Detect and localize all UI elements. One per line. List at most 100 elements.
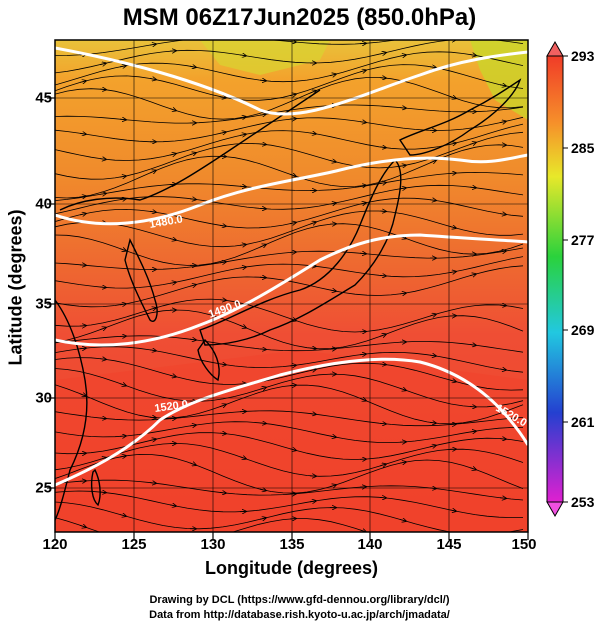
wind-arrow (429, 314, 436, 316)
wind-arrow (189, 153, 196, 155)
colorbar-tick-label: 261 (571, 414, 595, 430)
x-tick-label: 145 (436, 536, 462, 553)
wind-arrow (379, 53, 386, 54)
wind-arrow (399, 388, 406, 390)
wind-arrow (239, 134, 246, 135)
wind-arrow (289, 222, 296, 223)
y-axis-label: Latitude (degrees) (5, 209, 26, 366)
wind-arrow (379, 464, 386, 466)
wind-arrow (309, 369, 316, 370)
y-tick-label: 45 (35, 89, 52, 107)
wind-arrow (309, 501, 316, 502)
wind-arrow (469, 187, 476, 188)
streamline (55, 501, 524, 532)
streamline (55, 223, 524, 266)
wind-arrow (499, 305, 506, 306)
wind-arrow (429, 200, 436, 201)
wind-arrow (309, 91, 316, 94)
wind-arrow (189, 339, 196, 340)
wind-arrow (169, 239, 176, 241)
wind-arrow (239, 384, 246, 385)
streamline (55, 442, 524, 477)
wind-arrow (429, 355, 436, 356)
wind-arrow (150, 545, 156, 546)
wind-arrow (79, 481, 86, 482)
wind-arrow (169, 375, 176, 377)
contour-lines (55, 46, 528, 487)
wind-arrow (219, 364, 226, 365)
wind-arrow (259, 518, 266, 520)
wind-arrow (219, 97, 226, 98)
china-coast (55, 299, 88, 521)
wind-arrow (79, 265, 86, 266)
wind-arrow (149, 170, 156, 173)
wind-arrow (79, 394, 86, 396)
wind-arrow (289, 119, 296, 120)
wind-arrow (379, 497, 386, 498)
wind-arrow (219, 132, 226, 133)
wind-arrow (429, 160, 436, 163)
wind-arrow (79, 326, 86, 327)
streamline (55, 265, 524, 308)
wind-arrow (499, 121, 506, 122)
wind-arrow (259, 349, 266, 350)
wind-arrow (239, 55, 246, 56)
korea-coast (124, 237, 158, 322)
wind-arrow (469, 55, 476, 56)
wind-arrow (289, 385, 296, 386)
wind-arrow (259, 114, 266, 115)
wind-arrow (399, 55, 406, 56)
colorbar-tick-label: 293 (571, 48, 595, 64)
mainland-coast (59, 89, 321, 211)
wind-arrow (399, 108, 406, 109)
streamline (55, 131, 524, 180)
wind-arrow (119, 249, 126, 251)
wind-arrow (239, 457, 246, 459)
wind-arrow (469, 345, 476, 346)
wind-arrow (289, 174, 296, 176)
wind-arrow (239, 267, 246, 268)
wind-arrow (99, 63, 106, 64)
wind-arrow (359, 70, 366, 72)
streamline (55, 64, 524, 101)
wind-arrow (99, 89, 106, 90)
wind-arrow (359, 253, 366, 254)
wind-arrow (329, 160, 336, 162)
wind-arrow (189, 425, 196, 426)
wind-arrow (79, 196, 86, 197)
wind-arrow (430, 33, 436, 34)
wind-arrow (219, 262, 226, 263)
wind-arrow (239, 245, 246, 246)
wind-arrow (500, 541, 506, 543)
wind-arrow (99, 287, 106, 288)
contour-label: 1480.0 (148, 213, 183, 231)
wind-arrow (149, 483, 156, 484)
wind-arrow (469, 274, 476, 276)
y-tick-label: 30 (35, 389, 52, 407)
x-axis-label: Longitude (degrees) (204, 558, 378, 578)
wind-arrow (259, 277, 266, 278)
wind-arrow (309, 133, 316, 134)
wind-arrow (399, 519, 406, 521)
plot-ticks (47, 97, 529, 540)
wind-arrow (429, 67, 436, 68)
streamline (55, 116, 524, 143)
wind-arrow (379, 334, 386, 336)
wind-arrow (449, 272, 456, 273)
streamline (55, 357, 524, 391)
colorbar-fill (546, 55, 564, 503)
wind-arrow (119, 66, 126, 67)
wind-arrow (449, 143, 456, 144)
streamline (55, 309, 524, 350)
wind-arrow (149, 44, 156, 45)
wind-arrow (289, 42, 296, 43)
wind-arrow (79, 81, 86, 83)
wind-arrow (329, 436, 336, 437)
wind-arrow (189, 463, 196, 465)
wind-arrow (379, 423, 386, 424)
wind-arrow (149, 439, 156, 440)
wind-arrow (329, 349, 336, 350)
wind-arrow (259, 423, 266, 424)
colorbar (546, 40, 568, 518)
